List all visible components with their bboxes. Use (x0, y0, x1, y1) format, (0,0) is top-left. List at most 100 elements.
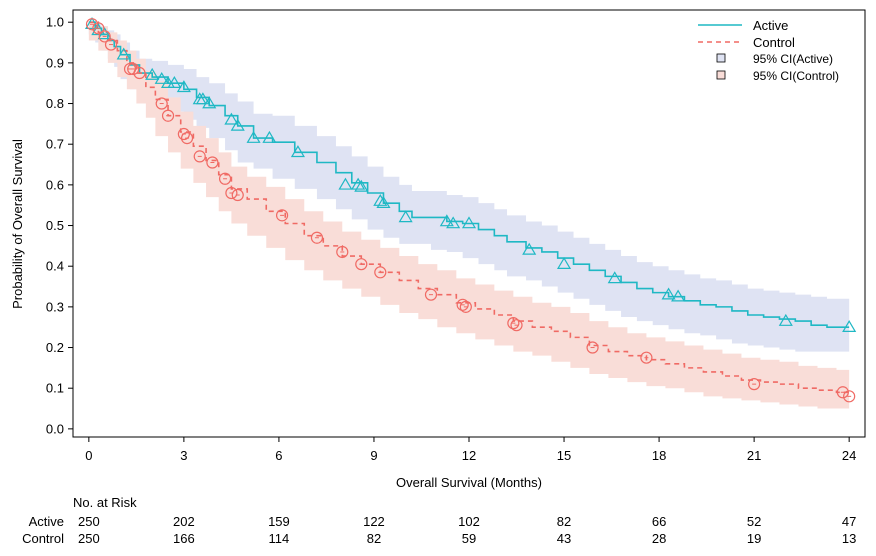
risk-cell: 28 (652, 531, 666, 546)
control-censor-marker (180, 132, 194, 145)
x-axis: 0 3 6 9 12 15 18 21 24 (85, 437, 856, 463)
risk-cell: 159 (268, 514, 290, 529)
x-tick-label: 24 (842, 448, 856, 463)
x-tick-label: 6 (275, 448, 282, 463)
y-tick-label: 0.8 (46, 96, 64, 111)
control-censor-marker (507, 317, 520, 330)
active-censor-marker (154, 71, 169, 84)
y-tick-label: 0.7 (46, 137, 64, 152)
active-censor-marker (439, 214, 454, 227)
active-censor-marker (661, 287, 676, 300)
active-censor-marker (116, 47, 131, 60)
risk-cell: 250 (78, 531, 100, 546)
risk-table: No. at Risk Active 250 202 159 122 102 82 66 52 4… (22, 495, 856, 546)
active-censor-marker (607, 271, 622, 284)
active-censor-marker (230, 118, 245, 131)
risk-table-header: No. at Risk (73, 495, 137, 510)
active-survival-line (88, 21, 850, 328)
active-censor-marker (461, 216, 477, 229)
x-tick-label: 12 (462, 448, 476, 463)
x-tick-label: 0 (85, 448, 92, 463)
control-censor-marker (748, 378, 761, 391)
control-censor-marker (225, 186, 238, 200)
active-censor-marker (202, 96, 217, 109)
control-survival-line (88, 21, 850, 394)
active-censor-marker (351, 177, 366, 190)
y-tick-label: 0.1 (46, 381, 64, 396)
legend-ci-control-label: 95% CI(Control) (753, 69, 839, 83)
control-censor-marker (510, 319, 523, 332)
control-censor-marker (836, 386, 849, 399)
risk-cell: 82 (557, 514, 571, 529)
y-tick-label: 0.4 (46, 259, 64, 274)
legend-ci-control-swatch (716, 70, 726, 80)
risk-cell: 47 (842, 514, 856, 529)
active-censor-marker (224, 112, 239, 125)
control-ci-band (88, 22, 850, 409)
control-censor-marker (355, 258, 368, 271)
control-censor-marker (104, 38, 118, 51)
control-censor-marker (85, 18, 99, 31)
risk-cell: 59 (462, 531, 476, 546)
active-censor-marker (556, 256, 572, 269)
control-censor-marker (275, 209, 289, 222)
active-censor-marker (446, 216, 461, 229)
control-censor-marker (231, 188, 244, 202)
active-censor-marker (91, 23, 106, 36)
active-censor-marker (145, 67, 160, 80)
active-censor-marker (97, 27, 112, 40)
y-tick-label: 0.2 (46, 340, 64, 355)
control-censor-marker (133, 66, 146, 80)
legend-ci-active-swatch (716, 53, 726, 63)
active-censor-marker (778, 313, 793, 326)
risk-cell: 122 (363, 514, 385, 529)
control-censor-marker (374, 266, 387, 279)
y-axis: 0.0 0.1 0.2 0.3 0.4 0.5 0.6 0.7 0.8 0.9 1.0 (46, 15, 73, 436)
y-axis-label: Probability of Overall Survival (10, 139, 25, 309)
active-censor-marker (246, 130, 261, 143)
active-censor-marker (842, 320, 857, 332)
active-censor-marker (671, 289, 686, 302)
control-censor-marker (586, 341, 599, 354)
active-censor-marker (195, 92, 210, 105)
control-censor-marker (640, 351, 653, 364)
y-tick-label: 0.3 (46, 299, 64, 314)
risk-row-label: Active (29, 514, 64, 529)
active-censor-marker (373, 193, 388, 206)
x-axis-label: Overall Survival (Months) (396, 475, 542, 490)
survival-curves (88, 21, 850, 394)
legend: Active Control 95% CI(Active) 95% CI(Con… (698, 18, 839, 83)
risk-cell: 52 (747, 514, 761, 529)
control-censor-marker (193, 150, 206, 163)
control-censor-marker (177, 127, 190, 141)
control-censor-marker (98, 30, 111, 43)
risk-cell: 66 (652, 514, 666, 529)
censor-markers (84, 17, 857, 403)
control-censor-marker (843, 390, 856, 403)
risk-cell: 202 (173, 514, 195, 529)
active-ci-band (88, 22, 850, 352)
control-censor-marker (155, 97, 168, 110)
control-censor-marker (424, 288, 438, 301)
control-censor-marker (161, 109, 175, 122)
active-censor-marker (522, 242, 537, 255)
control-censor-marker (92, 22, 105, 35)
control-censor-marker (206, 156, 219, 169)
active-censor-marker (354, 179, 369, 192)
x-tick-label: 3 (180, 448, 187, 463)
risk-cell: 43 (557, 531, 571, 546)
control-censor-marker (336, 245, 349, 259)
active-censor-marker (176, 80, 191, 93)
risk-row-label: Control (22, 531, 64, 546)
risk-cell: 250 (78, 514, 100, 529)
risk-cell: 166 (173, 531, 195, 546)
control-censor-marker (310, 231, 324, 244)
y-tick-label: 1.0 (46, 15, 64, 30)
y-tick-label: 0.5 (46, 218, 64, 233)
x-tick-label: 15 (557, 448, 571, 463)
risk-cell: 13 (842, 531, 856, 546)
risk-cell: 114 (269, 531, 290, 546)
active-censor-marker (398, 210, 413, 223)
risk-cell: 19 (747, 531, 761, 546)
